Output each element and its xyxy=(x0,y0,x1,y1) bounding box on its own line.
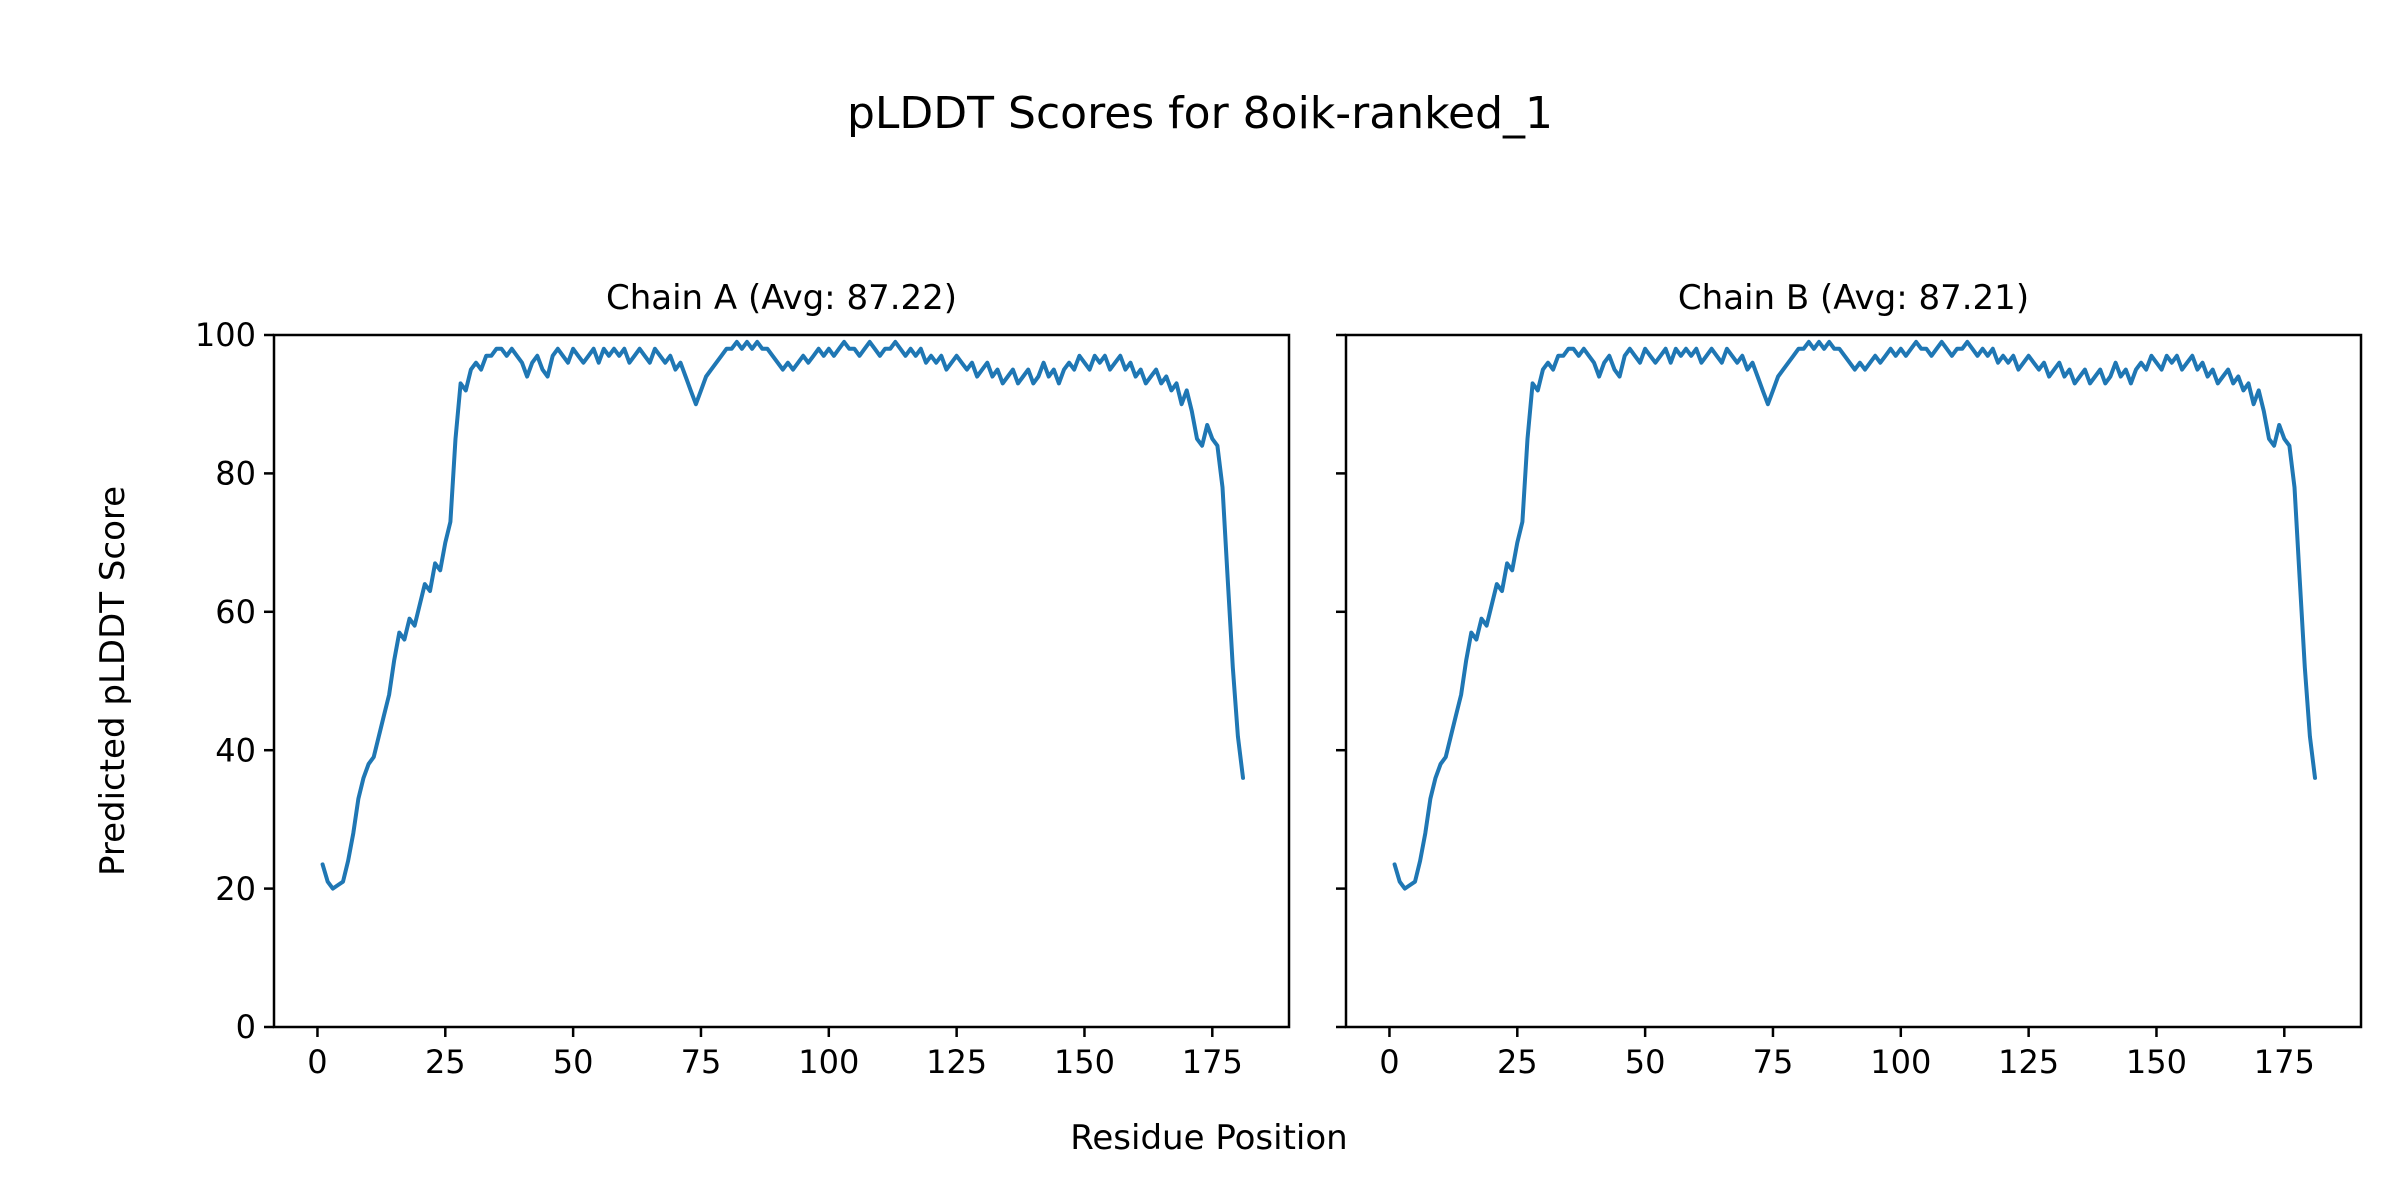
y-tick-label: 100 xyxy=(195,316,256,354)
subplot-title-chain-a: Chain A (Avg: 87.22) xyxy=(605,278,958,318)
x-tick-label: 75 xyxy=(1753,1043,1794,1081)
x-tick-label: 25 xyxy=(425,1043,466,1081)
x-tick-label: 0 xyxy=(1379,1043,1399,1081)
subplot-title-chain-b: Chain B (Avg: 87.21) xyxy=(1677,278,2030,318)
axes-frame xyxy=(272,333,1291,1029)
plddt-series-line xyxy=(1392,339,2317,891)
plddt-series-line xyxy=(320,339,1245,891)
axes-frame xyxy=(1344,333,2363,1029)
x-tick-label: 175 xyxy=(1182,1043,1243,1081)
x-tick-label: 0 xyxy=(307,1043,327,1081)
x-tick-label: 75 xyxy=(681,1043,722,1081)
x-tick-label: 150 xyxy=(1054,1043,1115,1081)
subplot-1: 0 25 50 75 100 125 150 175 xyxy=(1336,333,2363,1081)
x-tick-label: 50 xyxy=(1625,1043,1666,1081)
y-tick-label: 60 xyxy=(215,593,256,631)
x-tick-label: 150 xyxy=(2126,1043,2187,1081)
subplot-0: 0 25 50 75 100 125 150 175 0 20 40 60 80 100 xyxy=(195,316,1291,1081)
y-tick-label: 20 xyxy=(215,870,256,908)
y-tick-label: 80 xyxy=(215,455,256,493)
x-tick-label: 125 xyxy=(926,1043,987,1081)
y-tick-label: 40 xyxy=(215,731,256,769)
y-tick-label: 0 xyxy=(236,1008,256,1046)
x-tick-label: 100 xyxy=(1870,1043,1931,1081)
x-tick-label: 100 xyxy=(798,1043,859,1081)
x-tick-label: 25 xyxy=(1497,1043,1538,1081)
x-tick-label: 175 xyxy=(2254,1043,2315,1081)
x-axis-label: Residue Position xyxy=(1070,1118,1348,1158)
figure-title: pLDDT Scores for 8oik-ranked_1 xyxy=(846,88,1554,139)
x-tick-label: 50 xyxy=(553,1043,594,1081)
x-tick-label: 125 xyxy=(1998,1043,2059,1081)
